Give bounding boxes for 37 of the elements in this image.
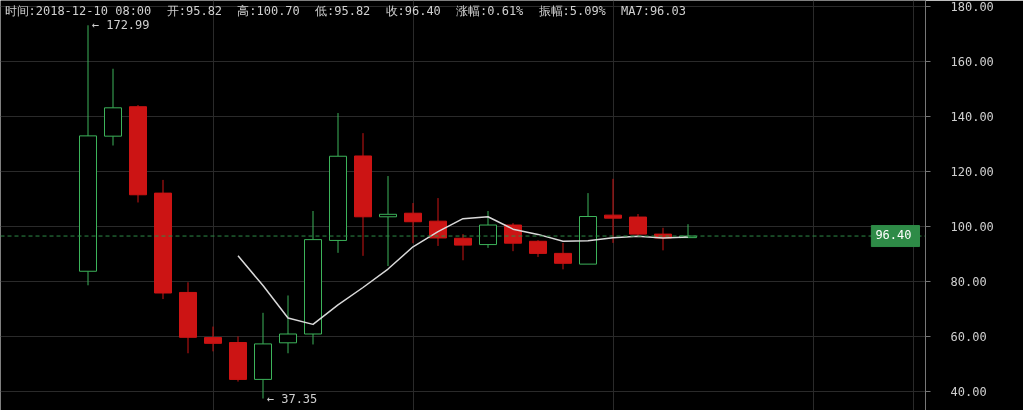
candlestick [79, 24, 97, 286]
candlestick [129, 104, 147, 203]
y-tick-label: 60.00 [950, 329, 987, 344]
candlestick [254, 312, 272, 400]
y-tick-label: 40.00 [950, 384, 987, 399]
annotation: 涨幅:0.61% [456, 3, 525, 18]
annotation: 时间:2018-12-10 08:00 [4, 3, 152, 18]
candlestick [604, 178, 622, 244]
candlestick [279, 294, 297, 354]
y-tick-label: 160.00 [950, 54, 994, 69]
candlestick [479, 210, 497, 249]
annotation: ← 172.99 [91, 18, 150, 33]
candlestick [154, 179, 172, 300]
annotation: MA7:96.03 [621, 3, 687, 18]
candlestick [104, 68, 122, 147]
annotation: 收:96.40 [385, 3, 441, 18]
candlestick [454, 233, 472, 261]
candlestick [204, 326, 222, 352]
annotation: 振幅:5.09% [538, 3, 607, 18]
annotation: 高:100.70 [237, 3, 300, 18]
y-tick-label: 120.00 [950, 164, 994, 179]
candlestick [529, 240, 547, 258]
y-tick-label: 140.00 [950, 109, 994, 124]
candlestick [229, 335, 247, 383]
ref-line-label: 96.40 [875, 227, 912, 242]
y-tick-label: 100.00 [950, 219, 994, 234]
candlestick [329, 112, 347, 254]
annotation: 低:95.82 [315, 3, 371, 18]
y-tick-label: 180.00 [950, 0, 994, 14]
annotation: 开:95.82 [166, 3, 223, 18]
candlestick [404, 202, 422, 244]
candlestick [179, 281, 197, 354]
annotation: ← 37.35 [266, 391, 318, 406]
y-tick-label: 80.00 [950, 274, 987, 289]
candlestick [554, 242, 572, 270]
candlestick [304, 210, 322, 345]
candlestick [354, 132, 372, 257]
